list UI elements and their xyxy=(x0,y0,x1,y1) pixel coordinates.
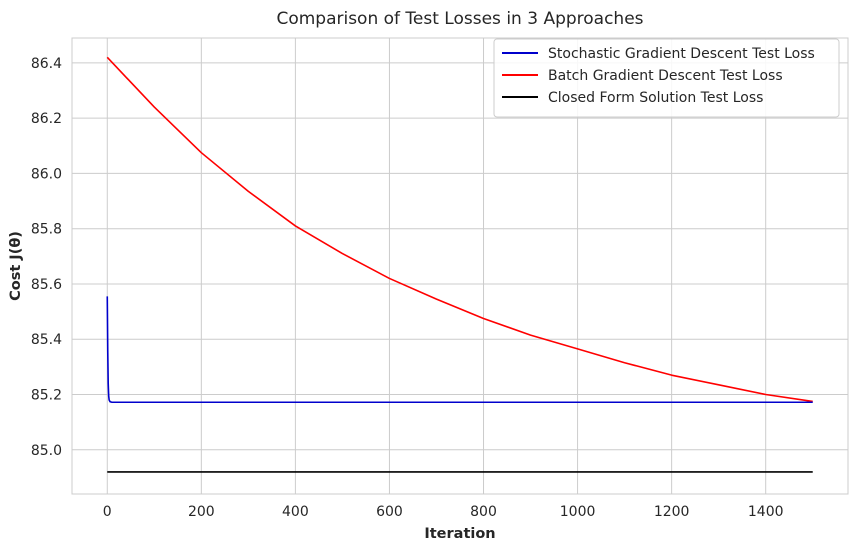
chart-title: Comparison of Test Losses in 3 Approache… xyxy=(276,9,643,29)
plot-frame xyxy=(71,37,849,495)
y-tick-label: 85.0 xyxy=(31,443,62,459)
y-tick-label: 85.2 xyxy=(31,388,62,404)
y-tick-label: 86.4 xyxy=(31,56,62,72)
y-tick-label: 85.8 xyxy=(31,222,62,238)
legend-label-2: Closed Form Solution Test Loss xyxy=(548,90,763,106)
y-tick-label: 86.2 xyxy=(31,111,62,127)
y-tick-label: 86.0 xyxy=(31,166,62,182)
x-tick-label: 800 xyxy=(470,504,497,520)
y-tick-label: 85.4 xyxy=(31,332,62,348)
x-tick-label: 1400 xyxy=(748,504,784,520)
legend-label-0: Stochastic Gradient Descent Test Loss xyxy=(548,46,815,62)
legend: Stochastic Gradient Descent Test Loss Bat… xyxy=(493,38,840,118)
y-axis-label: Cost J(θ) xyxy=(8,231,24,301)
y-tick-label: 85.6 xyxy=(31,277,62,293)
tick-labels: 0 200 400 600 800 1000 1200 1400 85.0 85.2 85.4 85.… xyxy=(31,56,784,520)
x-tick-label: 400 xyxy=(282,504,309,520)
x-tick-label: 1200 xyxy=(654,504,690,520)
x-tick-label: 0 xyxy=(103,504,112,520)
x-tick-label: 1000 xyxy=(560,504,596,520)
legend-label-1: Batch Gradient Descent Test Loss xyxy=(548,68,783,84)
x-axis-label: Iteration xyxy=(424,526,495,542)
legend-box xyxy=(493,38,840,118)
x-tick-label: 200 xyxy=(188,504,215,520)
series-line-1 xyxy=(106,56,813,403)
x-tick-label: 600 xyxy=(376,504,403,520)
series-lines xyxy=(106,56,813,473)
series-line-0 xyxy=(106,296,813,404)
